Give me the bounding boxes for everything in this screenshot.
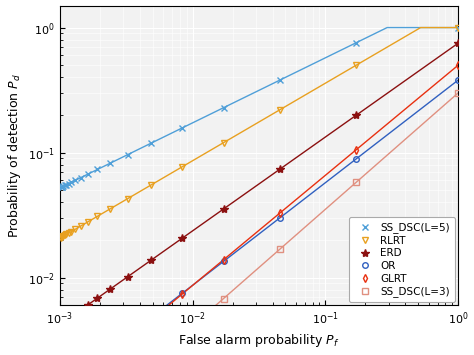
SS_DSC(L=5) — [68, 180, 74, 185]
GLRT — [456, 63, 461, 67]
RLRT — [95, 214, 100, 218]
ERD — [58, 322, 64, 326]
ERD — [60, 321, 65, 325]
SS_DSC(L=5) — [125, 152, 131, 157]
ERD — [125, 274, 131, 279]
GLRT — [125, 337, 131, 341]
OR — [108, 347, 113, 351]
RLRT — [353, 63, 359, 67]
OR — [221, 259, 227, 263]
GLRT — [353, 148, 359, 152]
SS_DSC(L=5) — [108, 161, 113, 165]
ERD — [73, 312, 78, 316]
Y-axis label: Probability of detection $P_d$: Probability of detection $P_d$ — [6, 73, 23, 238]
Legend: SS_DSC(L=5), RLRT, ERD, OR, GLRT, SS_DSC(L=3): SS_DSC(L=5), RLRT, ERD, OR, GLRT, SS_DSC… — [349, 217, 455, 302]
SS_DSC(L=5) — [66, 181, 72, 186]
ERD — [353, 113, 359, 118]
Line: ERD: ERD — [56, 39, 462, 328]
ERD — [64, 318, 69, 322]
SS_DSC(L=5) — [60, 184, 66, 189]
RLRT — [58, 236, 64, 240]
SS_DSC(L=3) — [456, 91, 461, 95]
ERD — [85, 303, 91, 307]
ERD — [108, 287, 113, 291]
SS_DSC(L=3) — [221, 296, 227, 301]
ERD — [78, 308, 83, 312]
SS_DSC(L=5) — [78, 175, 83, 180]
ERD — [148, 258, 154, 262]
RLRT — [179, 165, 185, 169]
OR — [125, 333, 131, 338]
RLRT — [62, 233, 68, 237]
Line: OR: OR — [58, 77, 461, 355]
ERD — [179, 236, 185, 240]
GLRT — [277, 211, 283, 215]
ERD — [59, 321, 64, 326]
OR — [353, 157, 359, 161]
SS_DSC(L=5) — [221, 105, 227, 110]
ERD — [68, 315, 74, 319]
RLRT — [60, 235, 65, 239]
SS_DSC(L=5) — [62, 183, 68, 187]
ERD — [62, 319, 68, 323]
SS_DSC(L=3) — [277, 247, 283, 251]
SS_DSC(L=5) — [64, 182, 69, 187]
ERD — [277, 167, 283, 171]
SS_DSC(L=5) — [58, 185, 64, 190]
RLRT — [125, 196, 131, 201]
SS_DSC(L=5) — [59, 185, 64, 189]
SS_DSC(L=5) — [179, 126, 185, 130]
OR — [148, 315, 154, 320]
OR — [179, 291, 185, 296]
RLRT — [277, 107, 283, 111]
RLRT — [68, 229, 74, 234]
RLRT — [73, 227, 78, 231]
SS_DSC(L=3) — [179, 333, 185, 337]
SS_DSC(L=3) — [353, 180, 359, 185]
SS_DSC(L=5) — [73, 178, 78, 182]
GLRT — [179, 292, 185, 296]
Line: GLRT: GLRT — [58, 62, 461, 355]
GLRT — [148, 318, 154, 322]
RLRT — [85, 220, 91, 224]
SS_DSC(L=5) — [60, 185, 65, 189]
ERD — [60, 320, 66, 324]
SS_DSC(L=5) — [277, 78, 283, 82]
ERD — [66, 316, 72, 321]
RLRT — [456, 26, 461, 30]
SS_DSC(L=5) — [95, 167, 100, 171]
SS_DSC(L=5) — [353, 40, 359, 45]
RLRT — [78, 224, 83, 228]
RLRT — [64, 232, 69, 236]
SS_DSC(L=5) — [456, 26, 461, 30]
RLRT — [66, 231, 72, 235]
OR — [277, 215, 283, 220]
RLRT — [60, 234, 66, 239]
Line: SS_DSC(L=3): SS_DSC(L=3) — [58, 90, 461, 355]
RLRT — [148, 183, 154, 187]
X-axis label: False alarm probability $P_f$: False alarm probability $P_f$ — [178, 332, 340, 349]
SS_DSC(L=5) — [85, 172, 91, 176]
Line: RLRT: RLRT — [57, 24, 462, 241]
RLRT — [221, 141, 227, 145]
ERD — [95, 296, 100, 300]
GLRT — [108, 351, 113, 355]
RLRT — [108, 207, 113, 211]
SS_DSC(L=5) — [148, 141, 154, 145]
ERD — [221, 207, 227, 211]
GLRT — [221, 258, 227, 262]
OR — [456, 78, 461, 82]
Line: SS_DSC(L=5): SS_DSC(L=5) — [57, 24, 462, 191]
RLRT — [59, 235, 64, 239]
ERD — [456, 41, 461, 45]
